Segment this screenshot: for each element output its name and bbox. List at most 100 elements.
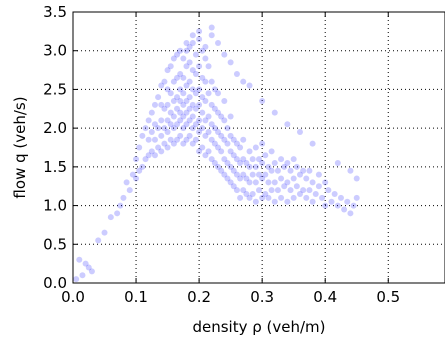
- scatter-point: [189, 39, 196, 46]
- scatter-point: [312, 190, 319, 197]
- scatter-point: [240, 187, 247, 194]
- scatter-point: [300, 187, 307, 194]
- scatter-point: [199, 109, 206, 116]
- scatter-point: [186, 43, 193, 50]
- scatter-point: [158, 148, 165, 155]
- y-tick-label: 1.5: [43, 158, 67, 176]
- scatter-point: [278, 175, 285, 182]
- scatter-point: [233, 171, 240, 178]
- scatter-point: [174, 105, 181, 112]
- scatter-point: [167, 136, 174, 143]
- scatter-point: [196, 36, 203, 43]
- scatter-point: [296, 190, 303, 197]
- scatter-point: [237, 194, 244, 201]
- scatter-point: [221, 136, 228, 143]
- axis-ticks: [72, 11, 389, 284]
- scatter-point: [205, 90, 212, 97]
- scatter-point: [237, 144, 244, 151]
- scatter-point: [230, 167, 237, 174]
- scatter-point: [252, 179, 259, 186]
- scatter-point: [151, 136, 158, 143]
- scatter-point: [224, 125, 231, 132]
- scatter-point: [177, 98, 184, 105]
- scatter-point: [177, 47, 184, 54]
- scatter-point: [164, 129, 171, 136]
- scatter-point: [215, 144, 222, 151]
- scatter-point: [240, 171, 247, 178]
- scatter-point: [189, 101, 196, 108]
- scatter-point: [136, 167, 143, 174]
- scatter-point: [129, 171, 136, 178]
- scatter-point: [249, 171, 256, 178]
- scatter-point: [186, 105, 193, 112]
- scatter-point: [271, 159, 278, 166]
- scatter-point: [107, 214, 114, 221]
- scatter-point: [224, 140, 231, 147]
- tick-labels: 0.0 0.1 0.2 0.3 0.4 0.5 0.0 0.5 1.0 1.5 2.0 2.5 3.0 3…: [43, 3, 400, 306]
- scatter-point: [246, 194, 253, 201]
- scatter-point: [208, 24, 215, 31]
- scatter-point: [151, 152, 158, 159]
- scatter-point: [215, 39, 222, 46]
- scatter-point: [145, 117, 152, 124]
- scatter-point: [158, 117, 165, 124]
- scatter-point: [183, 47, 190, 54]
- scatter-point: [208, 101, 215, 108]
- x-tick-label: 0.4: [313, 288, 337, 306]
- scatter-point: [180, 90, 187, 97]
- scatter-point: [290, 194, 297, 201]
- scatter-point: [306, 187, 313, 194]
- scatter-point: [164, 117, 171, 124]
- scatter-point: [199, 125, 206, 132]
- scatter-point: [101, 229, 108, 236]
- scatter-point: [199, 74, 206, 81]
- scatter-point: [192, 90, 199, 97]
- scatter-point: [274, 187, 281, 194]
- scatter-point: [281, 183, 288, 190]
- scatter-point: [350, 202, 357, 209]
- scatter-point: [164, 67, 171, 74]
- scatter-point: [142, 125, 149, 132]
- scatter-point: [192, 121, 199, 128]
- scatter-point: [221, 117, 228, 124]
- scatter-point: [306, 167, 313, 174]
- scatter-point: [196, 117, 203, 124]
- scatter-point: [208, 156, 215, 163]
- scatter-point: [240, 156, 247, 163]
- scatter-point: [211, 105, 218, 112]
- scatter-point: [202, 55, 209, 62]
- scatter-point: [145, 152, 152, 159]
- scatter-point: [252, 144, 259, 151]
- scatter-point: [221, 171, 228, 178]
- scatter-point: [265, 194, 272, 201]
- x-tick-label: 0.0: [61, 288, 85, 306]
- y-tick-label: 0.0: [43, 274, 67, 292]
- scatter-point: [158, 132, 165, 139]
- scatter-point: [202, 152, 209, 159]
- scatter-point: [167, 109, 174, 116]
- scatter-point: [158, 101, 165, 108]
- scatter-point: [233, 156, 240, 163]
- scatter-point: [161, 78, 168, 85]
- scatter-point: [341, 206, 348, 213]
- scatter-point: [192, 51, 199, 58]
- scatter-point: [215, 129, 222, 136]
- scatter-point: [205, 129, 212, 136]
- scatter-point: [186, 59, 193, 66]
- scatter-point: [287, 167, 294, 174]
- scatter-point: [284, 159, 291, 166]
- scatter-point: [224, 159, 231, 166]
- scatter-point: [164, 86, 171, 93]
- scatter-point: [331, 190, 338, 197]
- scatter-point: [256, 171, 262, 178]
- scatter-point: [196, 148, 203, 155]
- scatter-point: [347, 167, 354, 174]
- scatter-point: [183, 63, 190, 70]
- scatter-point: [123, 179, 130, 186]
- scatter-point: [161, 125, 168, 132]
- scatter-point: [199, 94, 206, 101]
- scatter-point: [142, 156, 149, 163]
- scatter-point: [256, 187, 262, 194]
- scatter-point: [196, 86, 203, 93]
- scatter-point: [139, 163, 146, 170]
